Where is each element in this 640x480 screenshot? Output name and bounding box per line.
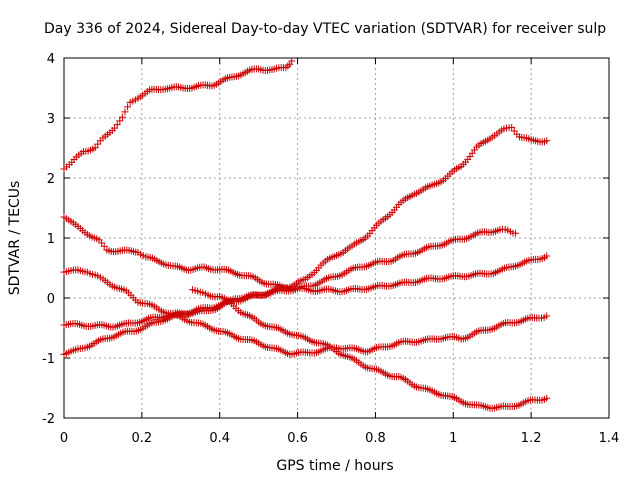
data-point bbox=[284, 62, 292, 70]
y-axis-label: SDTVAR / TECUs bbox=[7, 181, 23, 296]
data-point bbox=[543, 394, 551, 402]
data-series bbox=[60, 57, 551, 412]
y-tick-label: -1 bbox=[42, 352, 55, 367]
data-point bbox=[543, 312, 551, 320]
x-axis-label: GPS time / hours bbox=[276, 458, 393, 474]
data-point bbox=[543, 252, 551, 260]
axis-ticks: 0 0.2 0.4 0.6 0.8 1 1.2 1.4 -2 -1 0 1 2 3 4 bbox=[42, 52, 619, 446]
series-sat-e bbox=[60, 225, 520, 331]
data-point bbox=[100, 242, 108, 250]
data-point bbox=[288, 57, 296, 65]
y-tick-label: 4 bbox=[47, 52, 55, 67]
y-tick-label: 0 bbox=[47, 292, 55, 307]
data-point bbox=[512, 229, 520, 237]
data-point bbox=[116, 117, 124, 125]
data-point bbox=[543, 137, 551, 145]
y-tick-label: 3 bbox=[47, 112, 55, 127]
data-point bbox=[508, 123, 516, 131]
data-point bbox=[91, 144, 99, 152]
chart-title: Day 336 of 2024, Sidereal Day-to-day VTE… bbox=[44, 21, 606, 37]
x-tick-label: 1.2 bbox=[521, 431, 542, 446]
x-tick-label: 0 bbox=[60, 431, 68, 446]
series-sat-f bbox=[188, 286, 551, 412]
data-point bbox=[118, 113, 126, 121]
x-tick-label: 0.4 bbox=[209, 431, 230, 446]
data-point bbox=[286, 60, 294, 68]
data-point bbox=[113, 121, 121, 129]
x-tick-label: 0.2 bbox=[132, 431, 153, 446]
x-tick-label: 1 bbox=[449, 431, 457, 446]
series-sat-a bbox=[60, 57, 296, 173]
data-point bbox=[121, 108, 129, 116]
y-tick-label: 2 bbox=[47, 172, 55, 187]
series-sat-c bbox=[60, 213, 551, 296]
x-tick-label: 0.6 bbox=[287, 431, 308, 446]
grid-lines bbox=[64, 58, 609, 418]
y-tick-label: 1 bbox=[47, 232, 55, 247]
data-point bbox=[124, 103, 132, 111]
x-tick-label: 0.8 bbox=[365, 431, 386, 446]
y-tick-label: -2 bbox=[42, 412, 55, 427]
x-tick-label: 1.4 bbox=[599, 431, 620, 446]
